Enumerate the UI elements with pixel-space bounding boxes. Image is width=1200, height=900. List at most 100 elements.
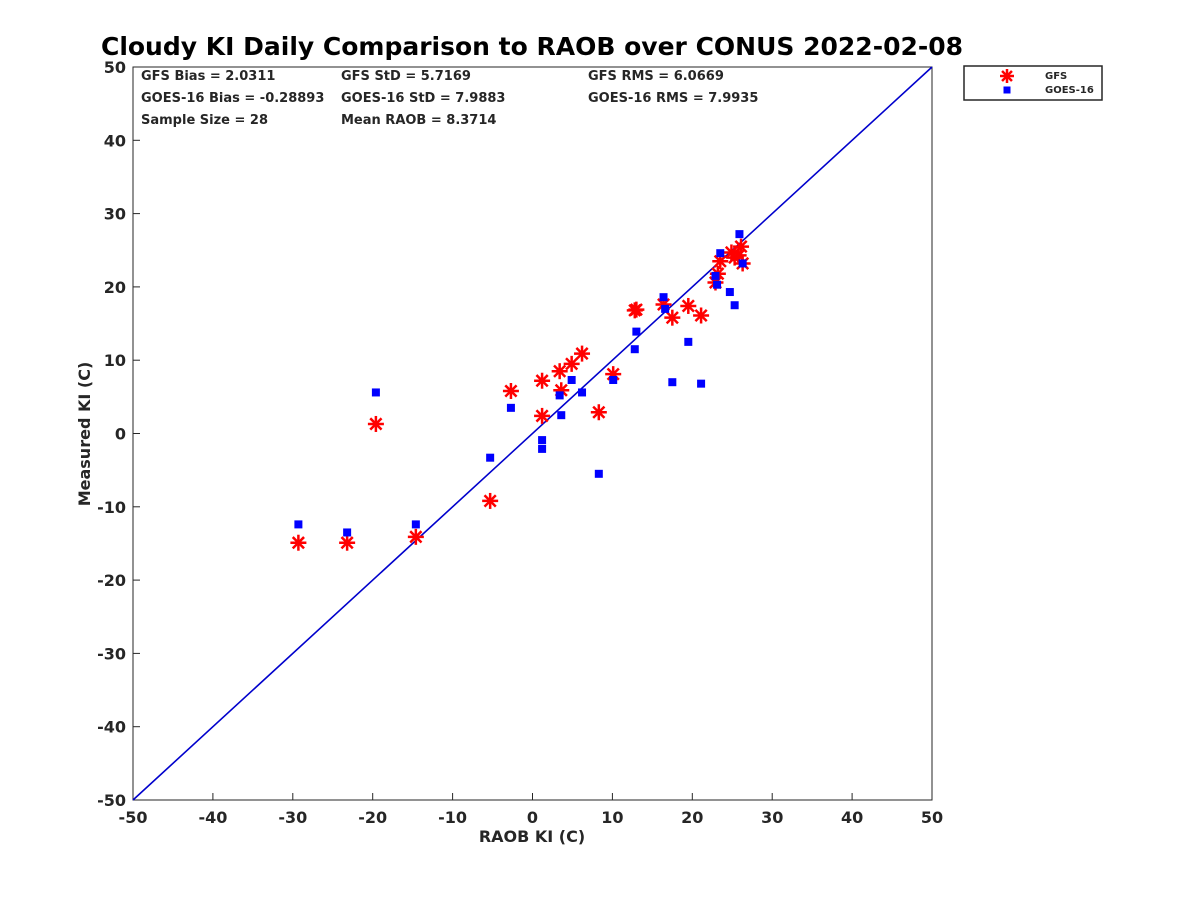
goes-16-point: [578, 388, 587, 397]
legend-goes-16-symbol: [1003, 86, 1011, 94]
goes-16-point: [730, 301, 739, 310]
goes-rms-label: GOES-16 RMS = 7.9935: [588, 91, 758, 106]
gfs-point: [551, 363, 568, 380]
x-tick-label: 30: [761, 808, 783, 827]
legend-gfs-symbol-stroke: [1001, 70, 1013, 82]
legend-gfs-symbol: [1000, 69, 1014, 83]
gfs-point-stroke: [629, 303, 643, 317]
gfs-rms-label: GFS RMS = 6.0669: [588, 69, 724, 84]
goes-std-label: GOES-16 StD = 7.9883: [341, 91, 505, 106]
gfs-point: [534, 372, 551, 389]
gfs-point-stroke: [565, 357, 579, 371]
goes-16-point: [506, 403, 515, 412]
gfs-point-stroke: [732, 248, 746, 262]
gfs-point-stroke: [575, 347, 589, 361]
goes-16-point: [668, 378, 677, 387]
gfs-point: [502, 382, 519, 399]
legend: GFS GOES-16: [963, 65, 1103, 101]
gfs-point: [628, 301, 645, 318]
gfs-point: [563, 355, 580, 372]
y-tick-label: 0: [115, 425, 126, 444]
goes-16-point: [632, 327, 641, 336]
gfs-point: [290, 534, 307, 551]
legend-goes-16-marker: [1003, 86, 1011, 94]
y-tick-label: -10: [97, 498, 126, 517]
goes-16-point: [735, 230, 744, 239]
x-tick-label: 20: [681, 808, 703, 827]
y-tick-label: 50: [104, 58, 126, 77]
gfs-point-stroke: [724, 245, 738, 259]
x-tick-label: -30: [278, 808, 307, 827]
identity-line: [132, 66, 933, 801]
gfs-point-stroke: [535, 409, 549, 423]
x-tick-label: -10: [438, 808, 467, 827]
goes-16-point: [486, 453, 495, 462]
gfs-point-stroke: [553, 364, 567, 378]
goes-16-point: [684, 337, 693, 346]
legend-goes-16-label: GOES-16: [1045, 85, 1094, 96]
y-tick-label: -50: [97, 791, 126, 810]
gfs-std-label: GFS StD = 5.7169: [341, 69, 471, 84]
gfs-point: [482, 492, 499, 509]
gfs-point-stroke: [340, 536, 354, 550]
gfs-point-stroke: [504, 384, 518, 398]
goes-16-point: [538, 444, 547, 453]
x-tick-label: 40: [841, 808, 863, 827]
legend-box: [963, 65, 1103, 101]
x-tick-label: 0: [527, 808, 538, 827]
gfs-point-stroke: [535, 374, 549, 388]
gfs-point-stroke: [694, 308, 708, 323]
gfs-point: [680, 297, 697, 314]
legend-gfs-marker: [1000, 69, 1014, 83]
goes-16-point: [697, 379, 706, 388]
goes-16-point: [538, 436, 547, 445]
goes-16-point: [294, 520, 303, 529]
gfs-bias-label: GFS Bias = 2.0311: [141, 69, 275, 84]
gfs-point-stroke: [734, 240, 748, 254]
goes-16-point: [411, 520, 420, 529]
gfs-point: [574, 345, 591, 362]
gfs-point-stroke: [483, 494, 497, 508]
legend-gfs-label: GFS: [1045, 71, 1067, 82]
goes-16-point: [557, 411, 566, 420]
y-tick-label: -40: [97, 718, 126, 737]
gfs-point-stroke: [681, 299, 695, 313]
gfs-point: [590, 404, 607, 421]
x-axis-label: RAOB KI (C): [479, 827, 585, 846]
gfs-point: [407, 528, 424, 545]
y-tick-label: 10: [104, 351, 126, 370]
mean-raob-label: Mean RAOB = 8.3714: [341, 113, 496, 128]
stats-block: GFS Bias = 2.0311 GFS StD = 5.7169 GFS R…: [141, 69, 758, 128]
y-tick-label: 20: [104, 278, 126, 297]
goes-16-series: [294, 230, 747, 537]
goes-16-point: [716, 249, 725, 258]
goes-16-point: [738, 259, 747, 268]
gfs-point-stroke: [409, 530, 423, 544]
gfs-point: [367, 415, 384, 432]
gfs-point: [534, 407, 551, 424]
goes-16-point: [567, 375, 576, 384]
goes-bias-label: GOES-16 Bias = -0.28893: [141, 91, 324, 106]
x-tick-label: -20: [358, 808, 387, 827]
gfs-point: [664, 309, 681, 326]
gfs-point-stroke: [713, 254, 727, 268]
goes-16-point: [711, 271, 720, 280]
x-tick-label: -50: [119, 808, 148, 827]
y-tick-label: 40: [104, 131, 126, 150]
gfs-point-stroke: [291, 536, 305, 550]
x-tick-label: 50: [921, 808, 943, 827]
y-axis-label: Measured KI (C): [75, 362, 94, 507]
y-axis-ticks: -50 -40 -30 -20 -10 0 10 20 30 40 50: [97, 58, 140, 810]
gfs-point-stroke: [592, 405, 606, 419]
goes-16-point: [630, 345, 639, 354]
goes-16-point: [725, 288, 734, 297]
goes-16-point: [659, 293, 668, 302]
goes-16-point: [661, 304, 670, 313]
goes-16-point: [713, 280, 722, 289]
chart-title: Cloudy KI Daily Comparison to RAOB over …: [101, 32, 963, 61]
gfs-point-stroke: [665, 311, 679, 325]
y-tick-label: -20: [97, 571, 126, 590]
sample-size-label: Sample Size = 28: [141, 113, 268, 128]
